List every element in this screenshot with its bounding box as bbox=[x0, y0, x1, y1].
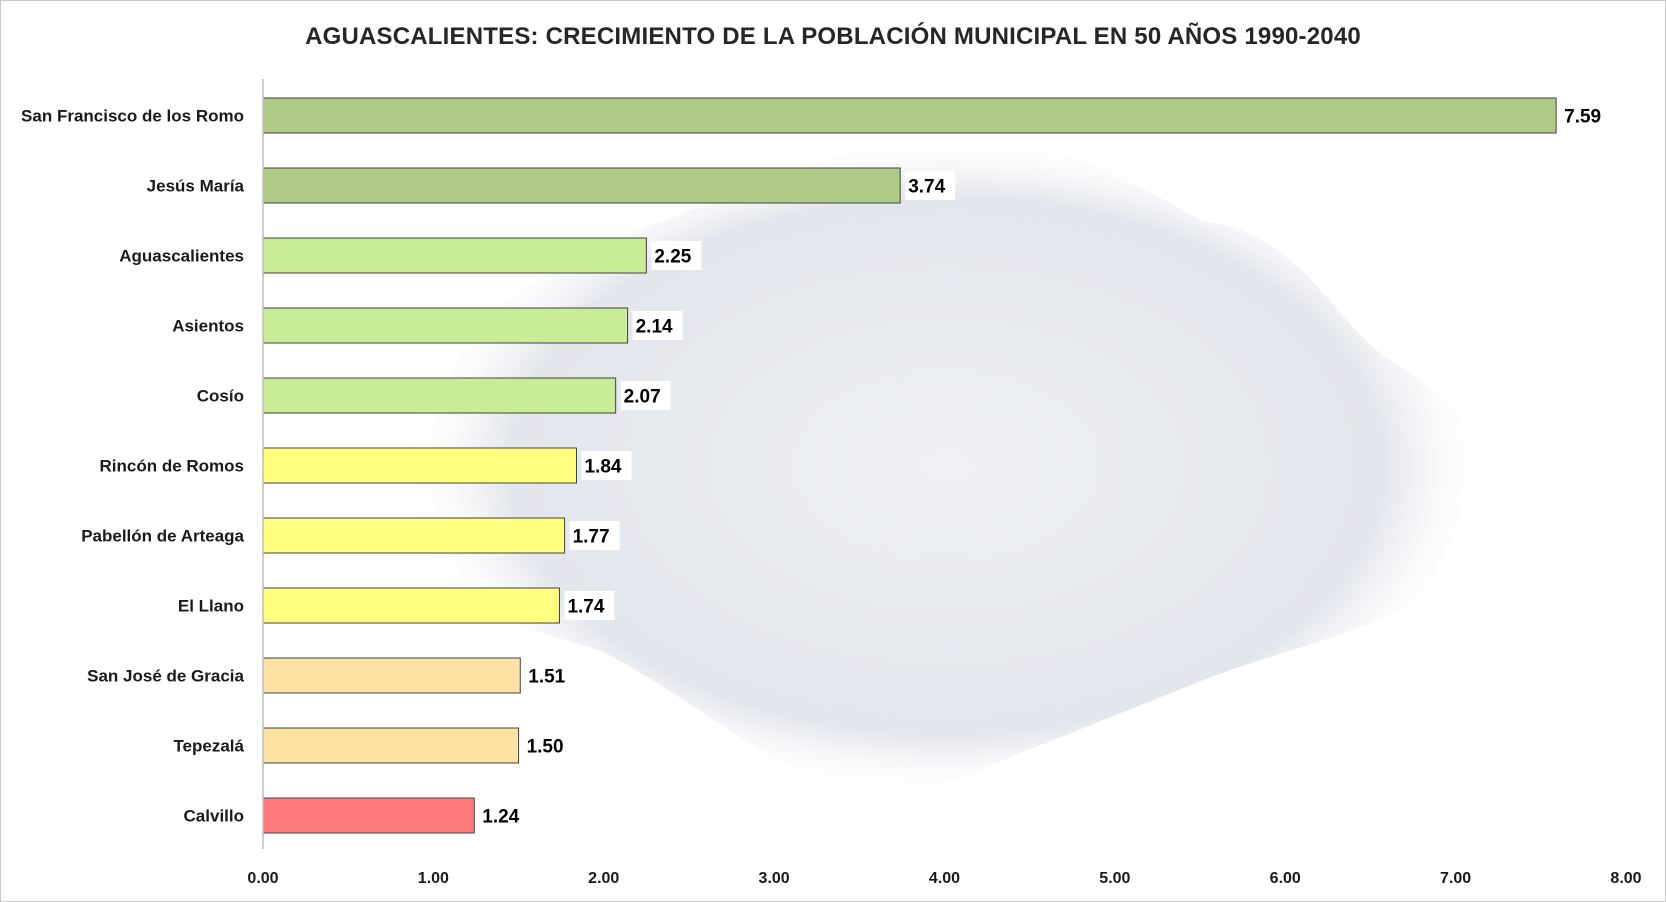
category-label: Pabellón de Arteaga bbox=[81, 527, 244, 546]
value-label: 1.77 bbox=[573, 527, 610, 548]
value-label-background bbox=[525, 661, 576, 690]
background-map-illustration bbox=[399, 129, 1494, 802]
value-label-background bbox=[479, 801, 530, 830]
value-label: 7.59 bbox=[1564, 107, 1601, 128]
value-label: 1.51 bbox=[528, 667, 565, 688]
chart-title: AGUASCALIENTES: CRECIMIENTO DE LA POBLAC… bbox=[305, 23, 1361, 50]
x-tick-label: 5.00 bbox=[1099, 870, 1130, 887]
value-label: 2.07 bbox=[624, 387, 661, 408]
bar bbox=[262, 97, 1557, 134]
value-label-background bbox=[1561, 101, 1612, 130]
value-label: 1.24 bbox=[482, 807, 519, 828]
bar bbox=[262, 727, 520, 764]
value-label: 2.25 bbox=[654, 247, 691, 268]
category-label: Cosío bbox=[197, 387, 244, 406]
x-tick-label: 4.00 bbox=[929, 870, 960, 887]
value-label-background bbox=[581, 451, 632, 480]
category-label: El Llano bbox=[178, 597, 244, 616]
value-label: 1.84 bbox=[584, 457, 621, 478]
value-label: 2.14 bbox=[636, 317, 673, 338]
x-tick-label: 6.00 bbox=[1270, 870, 1301, 887]
x-tick-label: 0.00 bbox=[247, 870, 278, 887]
category-label: Rincón de Romos bbox=[99, 457, 244, 476]
category-label: Asientos bbox=[172, 317, 244, 336]
category-label: San José de Gracia bbox=[87, 667, 244, 686]
category-label: Tepezalá bbox=[173, 737, 244, 756]
bar bbox=[262, 307, 629, 344]
x-tick-label: 7.00 bbox=[1440, 870, 1471, 887]
value-label-background bbox=[651, 241, 702, 270]
x-tick-label: 3.00 bbox=[759, 870, 790, 887]
value-label: 3.74 bbox=[908, 177, 945, 198]
value-label-background bbox=[564, 591, 615, 620]
bar bbox=[262, 797, 475, 834]
bar bbox=[262, 657, 521, 694]
x-tick-label: 8.00 bbox=[1610, 870, 1641, 887]
bar bbox=[262, 587, 560, 624]
value-label-background bbox=[523, 731, 574, 760]
value-label-background bbox=[569, 521, 620, 550]
bar bbox=[262, 447, 577, 484]
category-label: San Francisco de los Romo bbox=[21, 107, 244, 126]
category-label: Aguascalientes bbox=[119, 247, 244, 266]
bar bbox=[262, 237, 647, 274]
value-label-background bbox=[632, 311, 683, 340]
x-tick-label: 2.00 bbox=[588, 870, 619, 887]
value-label: 1.50 bbox=[527, 737, 564, 758]
bar bbox=[262, 377, 617, 414]
value-label: 1.74 bbox=[567, 597, 604, 618]
bar bbox=[262, 517, 566, 554]
category-label: Jesús María bbox=[147, 177, 245, 196]
bar bbox=[262, 167, 901, 204]
value-label-background bbox=[905, 171, 956, 200]
x-tick-label: 1.00 bbox=[418, 870, 449, 887]
value-label-background bbox=[620, 381, 671, 410]
category-label: Calvillo bbox=[184, 807, 244, 826]
